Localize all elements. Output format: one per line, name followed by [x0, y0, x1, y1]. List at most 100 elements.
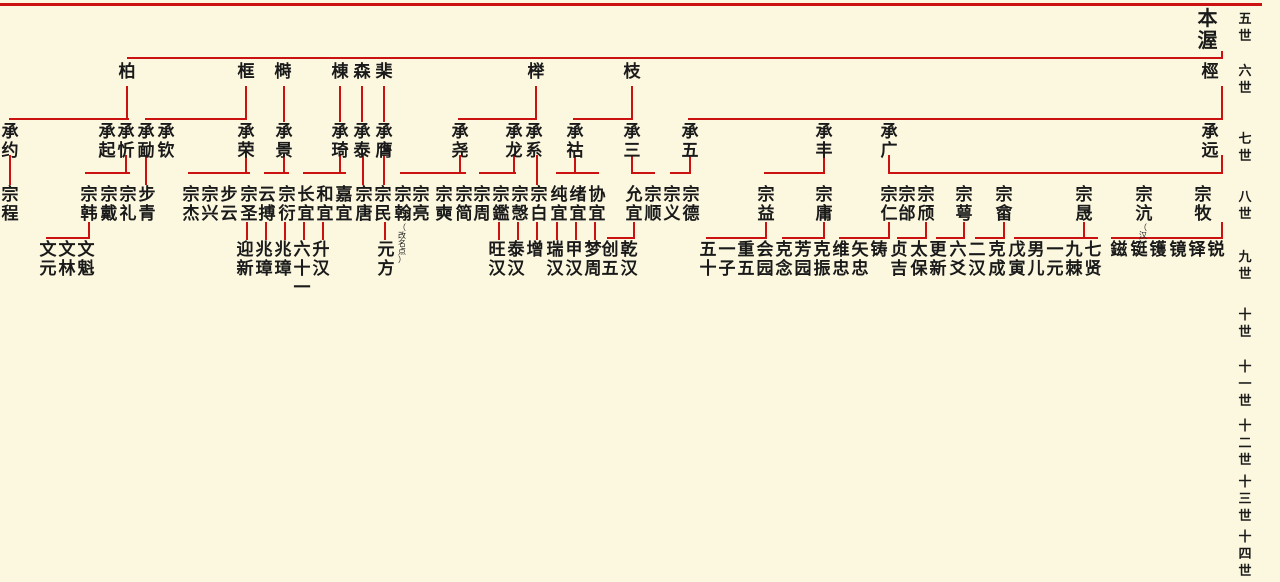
- tree-connector-line: [1003, 222, 1005, 237]
- person-node: 承 尧: [451, 122, 469, 160]
- person-node: 宗 庸: [815, 185, 833, 223]
- person-node: 步 青: [138, 185, 156, 223]
- generation-label: 六 世: [1238, 63, 1252, 95]
- person-node: 瑞 汉: [546, 240, 564, 278]
- person-node: 枝: [623, 62, 641, 81]
- person-node: 协 宜: [588, 185, 606, 223]
- person-node: 宗 杰: [182, 185, 200, 223]
- tree-connector-line: [1221, 51, 1223, 59]
- person-node: 重 五: [737, 240, 755, 278]
- generation-label: 九 世: [1238, 249, 1252, 281]
- person-node: 铎: [1188, 240, 1206, 259]
- tree-connector-line: [384, 222, 386, 240]
- person-node: 宗 沆: [1135, 185, 1153, 223]
- tree-connector-line: [283, 155, 285, 172]
- person-node: 一 元: [1046, 240, 1064, 278]
- person-node: 镜: [1169, 240, 1187, 259]
- tree-connector-line: [1014, 237, 1098, 239]
- tree-connector-line: [607, 237, 635, 239]
- tree-connector-line: [1221, 155, 1223, 172]
- tree-connector-line: [670, 172, 691, 174]
- person-node: 芳 园: [794, 240, 812, 278]
- person-node: 宗 萼: [955, 185, 973, 223]
- tree-connector-line: [88, 222, 90, 237]
- person-node: 创 五: [601, 240, 619, 278]
- tree-connector-line: [975, 237, 1005, 239]
- tree-connector-line: [339, 86, 341, 122]
- tree-connector-line: [513, 155, 515, 172]
- tree-connector-line: [383, 86, 385, 122]
- tree-connector-line: [594, 222, 596, 240]
- person-node: 旺 汉: [488, 240, 506, 278]
- person-node: 承 约: [1, 122, 19, 160]
- tree-connector-line: [574, 155, 576, 172]
- person-node: 六 爻: [949, 240, 967, 278]
- tree-connector-line: [0, 3, 1262, 6]
- tree-connector-line: [936, 237, 965, 239]
- tree-connector-line: [362, 155, 364, 185]
- generation-label: 十 三 世: [1238, 474, 1252, 523]
- tree-connector-line: [46, 237, 90, 239]
- person-node: 宗 益: [757, 185, 775, 223]
- tree-connector-line: [1221, 86, 1223, 118]
- tree-connector-line: [897, 237, 927, 239]
- tree-connector-line: [126, 86, 128, 118]
- person-node: 兆 璋: [255, 240, 273, 278]
- person-node: 甲 汉: [565, 240, 583, 278]
- person-node: 承 三: [623, 122, 641, 160]
- person-node: 元 方: [377, 240, 395, 278]
- person-node: 宗 亮: [412, 185, 430, 223]
- person-node: 宗 简: [455, 185, 473, 223]
- tree-connector-line: [782, 237, 825, 239]
- generation-label: 十 世: [1238, 307, 1252, 339]
- person-node: 承 起: [98, 122, 116, 160]
- person-node: 步 云: [220, 185, 238, 223]
- person-node: 承 钦: [157, 122, 175, 160]
- person-node: 和 宜: [316, 185, 334, 223]
- tree-connector-line: [1221, 222, 1223, 237]
- tree-connector-line: [9, 155, 11, 185]
- person-node: 承 勔: [137, 122, 155, 160]
- tree-connector-line: [145, 118, 247, 120]
- person-node: 宗 兴: [201, 185, 219, 223]
- tree-connector-line: [1083, 222, 1085, 237]
- tree-connector-line: [245, 86, 247, 118]
- person-node: 宗 牧: [1194, 185, 1212, 223]
- person-node: 宗 德: [682, 185, 700, 223]
- tree-connector-line: [631, 86, 633, 118]
- person-node: 宗 翰: [394, 185, 412, 223]
- person-node: 七 贤: [1084, 240, 1102, 278]
- tree-connector-line: [322, 222, 324, 240]
- person-node: 宗 韩: [80, 185, 98, 223]
- tree-connector-line: [479, 172, 516, 174]
- tree-connector-line: [823, 155, 825, 172]
- person-node: 承 忻: [117, 122, 135, 160]
- tree-connector-line: [361, 86, 363, 122]
- person-node: 本 渥: [1197, 8, 1218, 52]
- person-node: 森: [353, 62, 371, 81]
- tree-connector-line: [556, 172, 599, 174]
- person-node: 承 泰: [353, 122, 371, 160]
- person-node: 宗 奭: [435, 185, 453, 223]
- person-node: 维 忠: [832, 240, 850, 278]
- tree-connector-line: [284, 222, 286, 240]
- person-node: 文 元: [39, 240, 57, 278]
- person-node: 鎡: [1110, 240, 1128, 259]
- person-node: 铸: [870, 240, 888, 259]
- person-node: 允 宜: [625, 185, 643, 223]
- person-node: 梦 周: [584, 240, 602, 278]
- person-node: 承 荣: [237, 122, 255, 160]
- tree-connector-line: [633, 222, 635, 237]
- tree-connector-line: [888, 222, 890, 237]
- tree-connector-line: [339, 155, 341, 172]
- tree-connector-line: [303, 172, 346, 174]
- tree-connector-line: [85, 172, 130, 174]
- generation-label: 十 二 世: [1238, 418, 1252, 467]
- person-node: 泰 汉: [507, 240, 525, 278]
- tree-connector-line: [765, 222, 767, 237]
- person-node: 迎 新: [236, 240, 254, 278]
- person-node: 宗 鑑: [492, 185, 510, 223]
- tree-connector-line: [963, 222, 965, 237]
- person-node: 贞 吉: [890, 240, 908, 278]
